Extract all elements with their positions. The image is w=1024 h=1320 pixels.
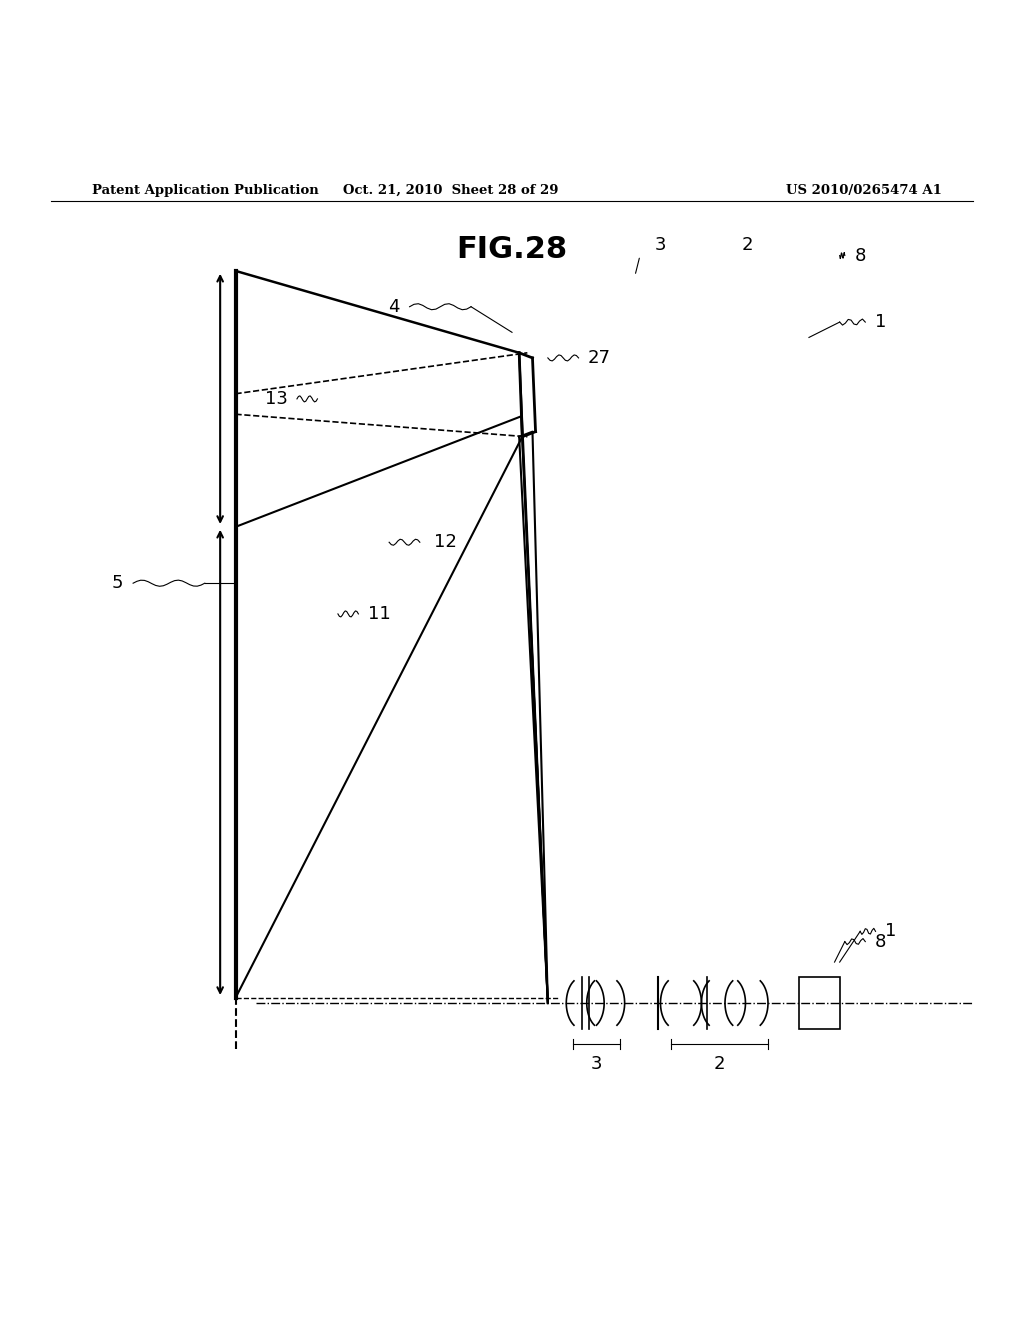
Text: FIG.28: FIG.28	[457, 235, 567, 264]
Text: 2: 2	[714, 1056, 725, 1073]
Text: 1: 1	[874, 313, 887, 331]
Text: 12: 12	[434, 533, 457, 552]
Text: 4: 4	[388, 298, 400, 315]
Text: US 2010/0265474 A1: US 2010/0265474 A1	[786, 183, 942, 197]
Text: 27: 27	[588, 348, 610, 367]
Text: 2: 2	[741, 236, 754, 255]
Text: 1: 1	[885, 923, 897, 940]
Bar	[799, 977, 840, 1028]
Text: 8: 8	[854, 247, 866, 264]
Text: 3: 3	[654, 236, 667, 255]
Text: Patent Application Publication: Patent Application Publication	[92, 183, 318, 197]
Text: 8: 8	[874, 933, 887, 950]
Text: 11: 11	[368, 605, 390, 623]
Text: 3: 3	[591, 1056, 602, 1073]
Text: 13: 13	[265, 389, 288, 408]
Text: Oct. 21, 2010  Sheet 28 of 29: Oct. 21, 2010 Sheet 28 of 29	[343, 183, 558, 197]
Text: 5: 5	[112, 574, 124, 593]
